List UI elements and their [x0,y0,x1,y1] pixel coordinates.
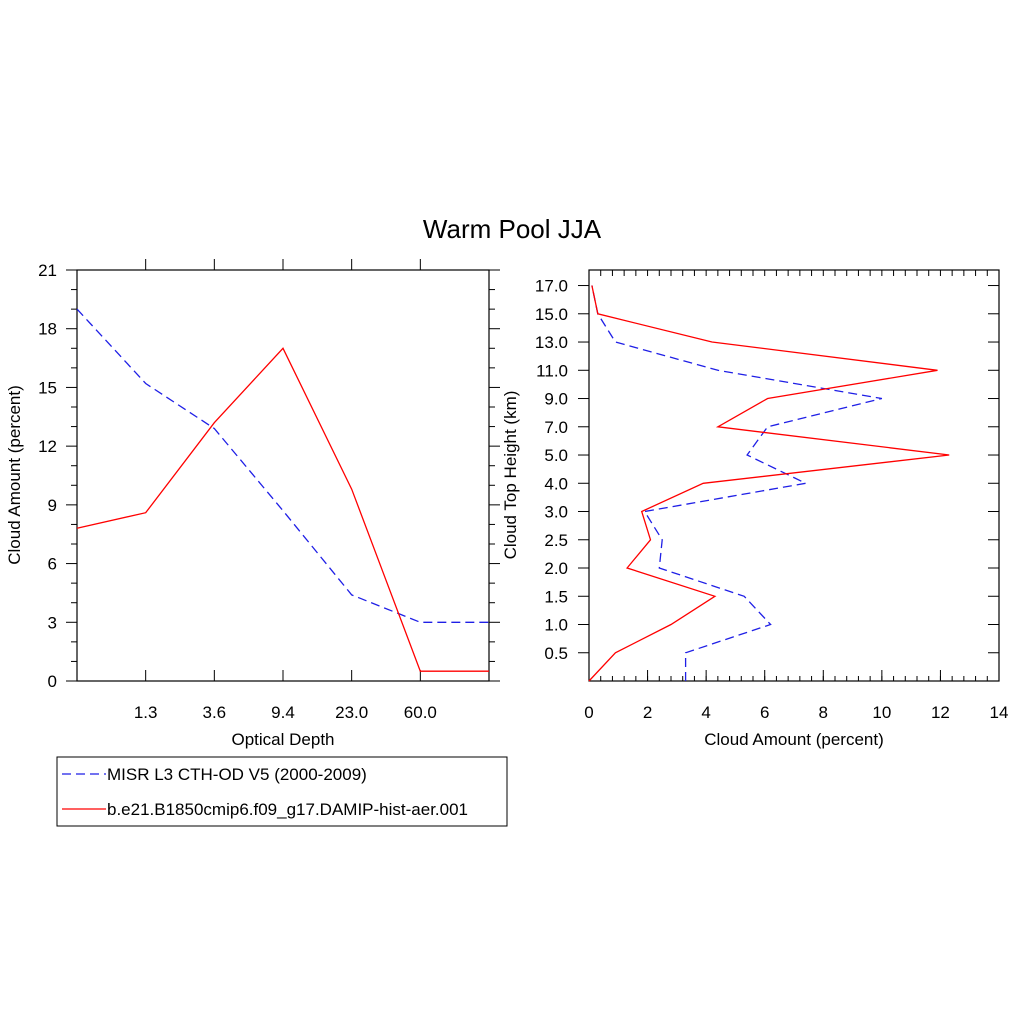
left-ytick-label: 18 [38,320,57,339]
left-ytick-label: 15 [38,378,57,397]
right-ytick-label: 7.0 [544,418,568,437]
right-xtick-label: 12 [931,703,950,722]
right-ytick-label: 9.0 [544,390,568,409]
right-xtick-label: 2 [643,703,652,722]
right-series-model [588,285,950,682]
right-xtick-label: 8 [819,703,828,722]
left-xtick-label: 3.6 [203,703,227,722]
right-xtick-label: 14 [990,703,1009,722]
left-ytick-label: 3 [48,613,57,632]
legend: MISR L3 CTH-OD V5 (2000-2009) b.e21.B185… [56,756,508,827]
left-ytick-label: 0 [48,672,57,691]
left-series-model [76,347,489,672]
right-series-lines [588,285,950,682]
left-xtick-label: 1.3 [134,703,158,722]
left-ylabel: Cloud Amount (percent) [5,385,24,565]
right-ytick-label: 15.0 [535,305,568,324]
right-xlabel: Cloud Amount (percent) [704,730,884,749]
right-plot-frame [588,269,1000,682]
left-ytick-label: 6 [48,555,57,574]
left-axis-ticks: 1.3 3.6 9.4 23.0 60.0 0 3 6 9 12 15 18 21 [38,259,500,722]
right-ytick-label: 1.5 [544,587,568,606]
right-xtick-label: 6 [760,703,769,722]
left-xtick-label: 23.0 [335,703,368,722]
right-ytick-label: 2.0 [544,559,568,578]
left-series-lines [76,308,489,672]
left-series-obs [76,308,489,623]
left-panel: 1.3 3.6 9.4 23.0 60.0 0 3 6 9 12 15 18 21 Optical De… [5,259,500,749]
right-xtick-label: 0 [584,703,593,722]
right-ytick-label: 4.0 [544,474,568,493]
right-panel: 0 2 4 6 8 10 12 14 0.5 1.0 1.5 2.0 2.5 3.0 4.0 5.0 7.0 9.… [501,269,1009,749]
right-xtick-label: 10 [872,703,891,722]
left-xtick-label: 60.0 [404,703,437,722]
left-ytick-label: 9 [48,496,57,515]
right-xtick-label: 4 [701,703,710,722]
right-ytick-label: 13.0 [535,333,568,352]
right-ytick-label: 11.0 [536,361,568,380]
right-ytick-label: 1.0 [544,616,568,635]
legend-label-model: b.e21.B1850cmip6.f09_g17.DAMIP-hist-aer.… [107,800,468,819]
left-ytick-label: 12 [38,437,57,456]
right-ylabel: Cloud Top Height (km) [501,391,520,560]
chart-title: Warm Pool JJA [423,214,602,244]
right-axis-ticks: 0 2 4 6 8 10 12 14 0.5 1.0 1.5 2.0 2.5 3.0 4.0 5.0 7.0 9.… [535,270,1009,722]
left-ytick-label: 21 [38,261,57,280]
left-xtick-label: 9.4 [271,703,295,722]
right-ytick-label: 3.0 [544,503,568,522]
right-ytick-label: 2.5 [544,531,568,550]
left-plot-frame [76,269,490,682]
right-ytick-label: 17.0 [535,277,568,296]
legend-box [56,756,508,827]
left-xlabel: Optical Depth [232,730,335,749]
right-series-obs [591,285,883,681]
right-ytick-label: 0.5 [544,644,568,663]
right-ytick-label: 5.0 [544,446,568,465]
legend-label-obs: MISR L3 CTH-OD V5 (2000-2009) [107,765,367,784]
